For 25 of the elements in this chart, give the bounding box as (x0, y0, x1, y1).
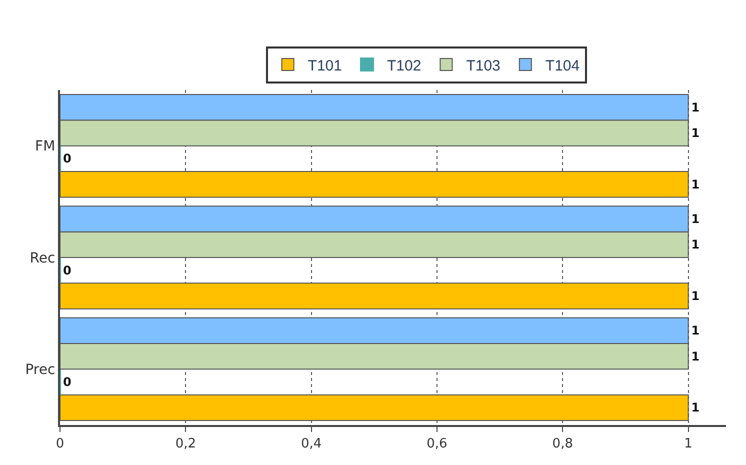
data-label: 1 (691, 177, 700, 192)
data-label: 0 (63, 152, 72, 166)
legend-label: T104 (545, 57, 580, 74)
data-label: 1 (691, 400, 700, 415)
x-tick-label: 1 (684, 436, 692, 452)
x-tick-label: 0 (56, 436, 64, 452)
y-tick-label: Prec (25, 362, 56, 378)
x-tick-label: 0,2 (175, 436, 196, 452)
legend-label: T102 (387, 57, 422, 74)
y-tick-label: Rec (30, 250, 56, 266)
data-label: 1 (691, 212, 700, 226)
y-tick-label: FM (35, 138, 56, 155)
legend-label: T103 (466, 57, 500, 74)
data-label: 1 (691, 126, 700, 140)
data-label: 0 (63, 263, 72, 278)
x-tick-label: 0,6 (426, 436, 448, 452)
data-label: 1 (691, 100, 700, 114)
x-tick-label: 0,4 (300, 436, 322, 452)
data-label: 0 (63, 375, 72, 390)
data-label: 1 (691, 324, 700, 338)
legend-label: T101 (308, 57, 342, 74)
data-label: 1 (691, 349, 700, 364)
data-label: 1 (691, 238, 700, 252)
data-label: 1 (691, 289, 700, 304)
x-tick-label: 0,8 (552, 436, 573, 452)
